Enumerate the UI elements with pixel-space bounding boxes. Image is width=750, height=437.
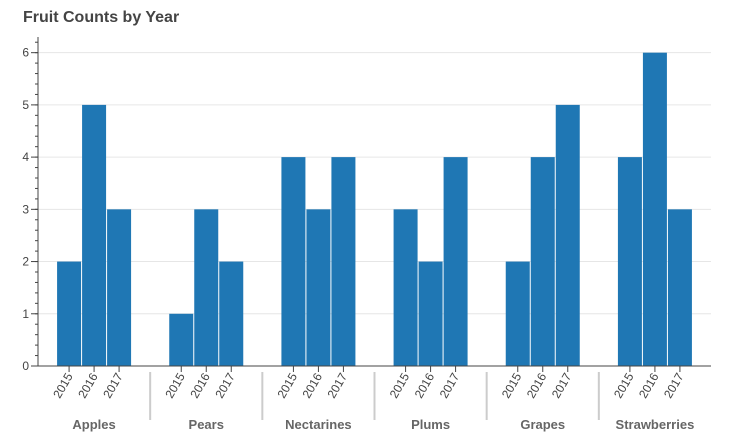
y-tick-label-5: 5 bbox=[22, 98, 29, 112]
x-tick-label-plums-2016: 2016 bbox=[412, 370, 438, 400]
group-label-nectarines: Nectarines bbox=[285, 417, 351, 432]
x-tick-label-grapes-2017: 2017 bbox=[549, 370, 575, 400]
group-label-grapes: Grapes bbox=[520, 417, 565, 432]
x-tick-label-pears-2016: 2016 bbox=[187, 370, 213, 400]
bars bbox=[57, 52, 692, 367]
y-tick-label-2: 2 bbox=[22, 255, 29, 269]
group-label-strawberries: Strawberries bbox=[616, 417, 695, 432]
bar-strawberries-2016 bbox=[642, 52, 667, 367]
bar-grapes-2016 bbox=[530, 157, 555, 366]
axes bbox=[31, 37, 711, 420]
bar-apples-2017 bbox=[107, 209, 132, 366]
bar-nectarines-2017 bbox=[331, 157, 356, 366]
bar-plums-2016 bbox=[418, 261, 443, 366]
bar-grapes-2017 bbox=[555, 104, 580, 366]
y-tick-label-1: 1 bbox=[22, 307, 29, 321]
bar-apples-2016 bbox=[82, 104, 107, 366]
grid-lines bbox=[38, 52, 711, 315]
bar-nectarines-2015 bbox=[281, 157, 306, 366]
x-tick-label-pears-2017: 2017 bbox=[212, 370, 238, 400]
bar-pears-2015 bbox=[169, 313, 194, 366]
bar-apples-2015 bbox=[57, 261, 82, 366]
y-tick-label-4: 4 bbox=[22, 150, 29, 164]
bar-pears-2017 bbox=[219, 261, 244, 366]
x-tick-label-nectarines-2016: 2016 bbox=[300, 370, 326, 400]
bar-strawberries-2017 bbox=[667, 209, 692, 366]
y-tick-label-6: 6 bbox=[22, 46, 29, 60]
x-tick-label-strawberries-2017: 2017 bbox=[661, 370, 687, 400]
y-tick-label-3: 3 bbox=[22, 202, 29, 216]
y-tick-label-0: 0 bbox=[22, 359, 29, 373]
bar-grapes-2015 bbox=[505, 261, 530, 366]
x-tick-label-nectarines-2015: 2015 bbox=[275, 370, 301, 400]
x-tick-label-apples-2016: 2016 bbox=[75, 370, 101, 400]
x-tick-label-apples-2017: 2017 bbox=[100, 370, 126, 400]
bar-nectarines-2016 bbox=[306, 209, 331, 366]
x-tick-label-grapes-2015: 2015 bbox=[499, 370, 525, 400]
bar-strawberries-2015 bbox=[617, 157, 642, 366]
x-tick-label-strawberries-2015: 2015 bbox=[611, 370, 637, 400]
x-tick-label-plums-2017: 2017 bbox=[437, 370, 463, 400]
x-tick-label-nectarines-2017: 2017 bbox=[325, 370, 351, 400]
group-label-apples: Apples bbox=[72, 417, 115, 432]
x-tick-label-strawberries-2016: 2016 bbox=[636, 370, 662, 400]
bar-plums-2015 bbox=[393, 209, 418, 366]
bar-pears-2016 bbox=[194, 209, 219, 366]
x-tick-label-plums-2015: 2015 bbox=[387, 370, 413, 400]
x-tick-label-grapes-2016: 2016 bbox=[524, 370, 550, 400]
x-tick-label-apples-2015: 2015 bbox=[50, 370, 76, 400]
group-label-pears: Pears bbox=[189, 417, 224, 432]
group-label-plums: Plums bbox=[411, 417, 450, 432]
chart-title: Fruit Counts by Year bbox=[23, 9, 180, 26]
bar-plums-2017 bbox=[443, 157, 468, 366]
x-tick-label-pears-2015: 2015 bbox=[162, 370, 188, 400]
